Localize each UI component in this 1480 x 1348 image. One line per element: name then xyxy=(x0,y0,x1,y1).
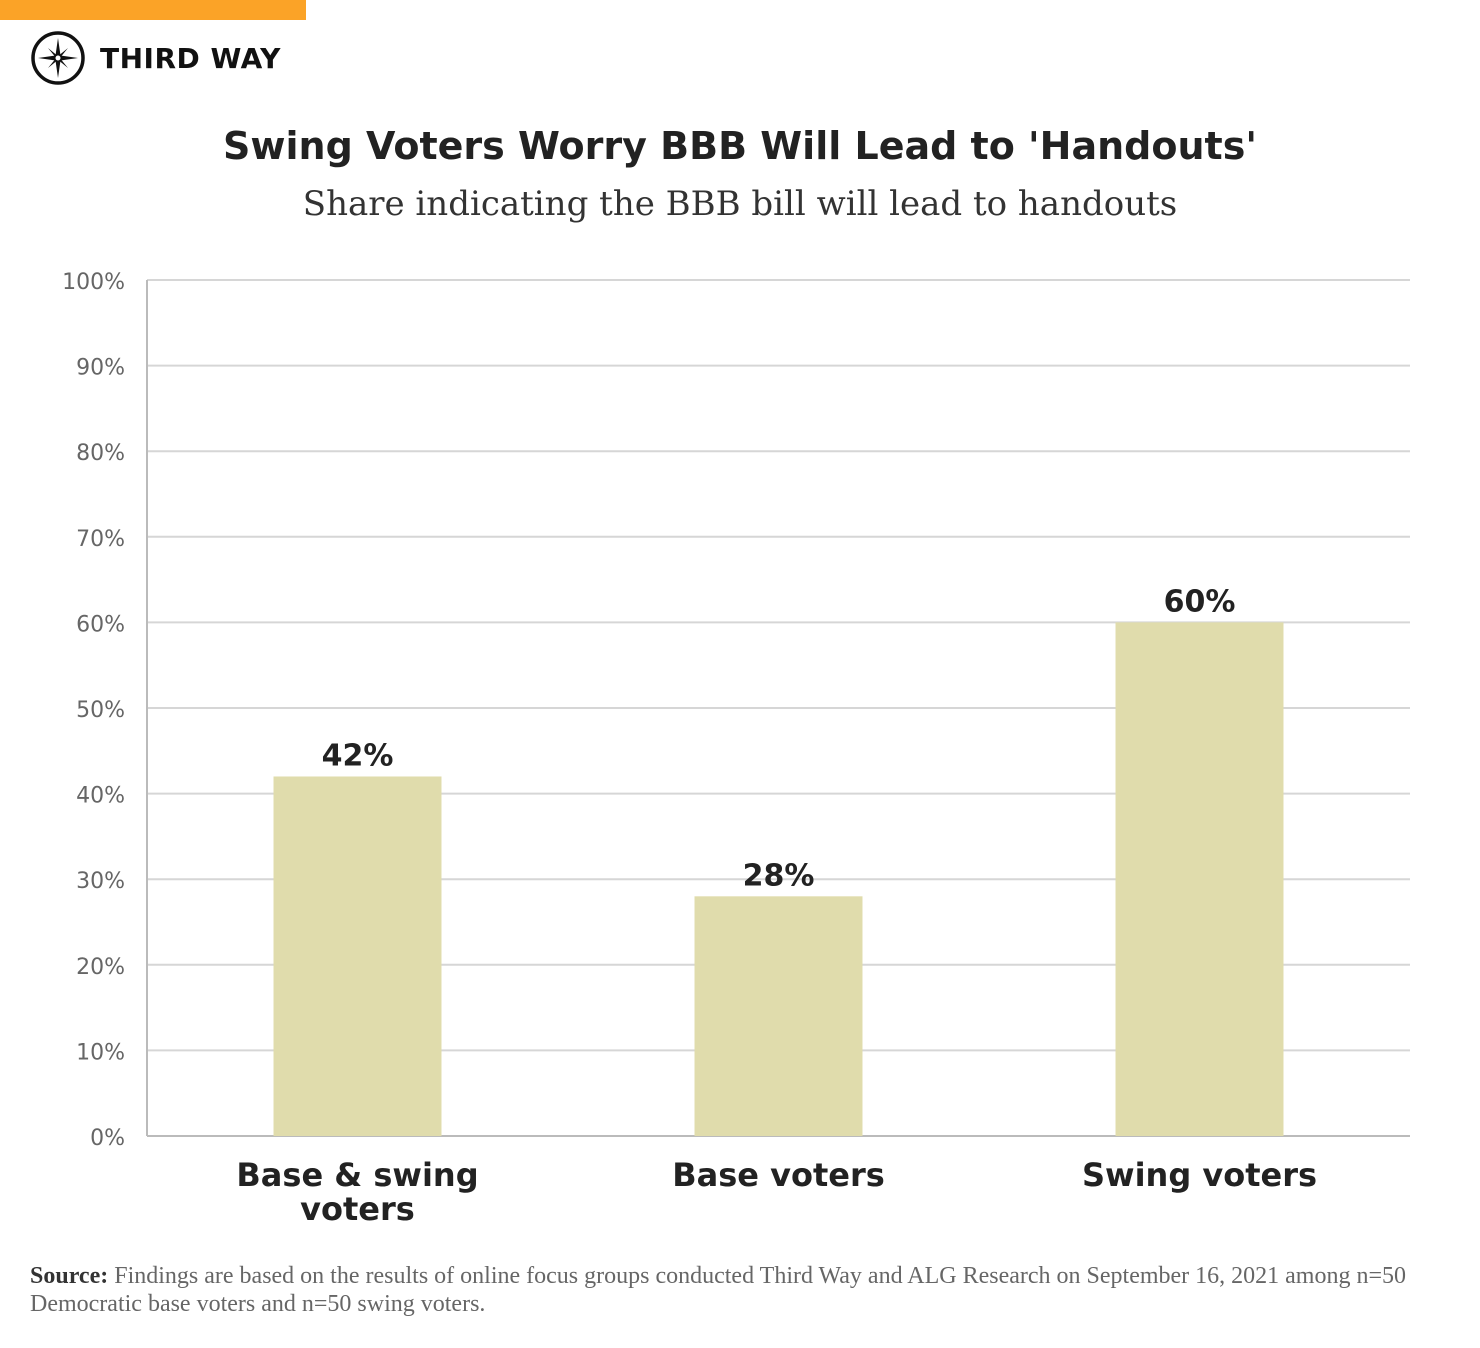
third-way-logo: THIRD WAY xyxy=(30,30,281,86)
y-tick-label: 50% xyxy=(76,698,125,723)
y-tick-label: 30% xyxy=(76,869,125,894)
data-label: 28% xyxy=(743,858,815,893)
y-tick-label: 60% xyxy=(76,612,125,637)
x-category-label: Base voters xyxy=(672,1156,885,1194)
bar xyxy=(694,896,863,1136)
source-text: Findings are based on the results of onl… xyxy=(30,1263,1407,1317)
source-note: Source: Findings are based on the result… xyxy=(30,1262,1450,1318)
accent-bar xyxy=(0,0,306,20)
chart-title: Swing Voters Worry BBB Will Lead to 'Han… xyxy=(223,124,1257,168)
data-label: 60% xyxy=(1164,584,1236,619)
y-tick-label: 20% xyxy=(76,955,125,980)
x-category-label: Swing voters xyxy=(1082,1156,1317,1194)
y-tick-label: 100% xyxy=(62,270,125,295)
y-tick-label: 0% xyxy=(90,1126,125,1151)
y-tick-label: 10% xyxy=(76,1040,125,1065)
y-tick-label: 70% xyxy=(76,527,125,552)
x-category-label: voters xyxy=(300,1190,415,1228)
bar xyxy=(1115,622,1284,1136)
y-tick-label: 80% xyxy=(76,441,125,466)
chart-subtitle: Share indicating the BBB bill will lead … xyxy=(302,184,1178,224)
y-tick-label: 40% xyxy=(76,784,125,809)
bar xyxy=(273,776,442,1136)
y-tick-label: 90% xyxy=(76,356,125,381)
x-category-label: Base & swing xyxy=(236,1156,478,1194)
data-label: 42% xyxy=(322,738,394,773)
logo-text: THIRD WAY xyxy=(100,41,281,75)
source-label: Source: xyxy=(30,1263,109,1289)
compass-icon xyxy=(31,31,85,85)
